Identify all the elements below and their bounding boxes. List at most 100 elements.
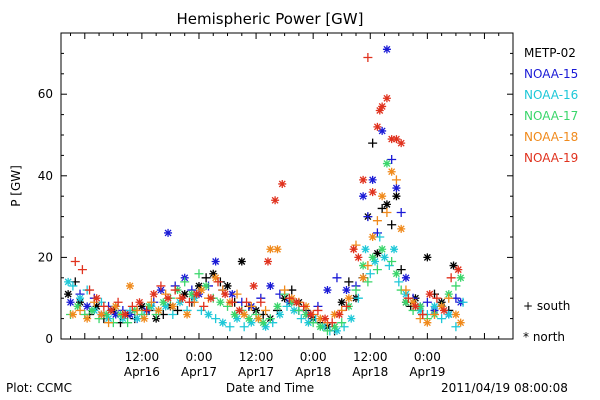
data-point xyxy=(287,298,296,307)
data-point xyxy=(159,298,168,307)
data-point xyxy=(184,297,194,307)
data-point xyxy=(259,318,268,327)
data-point xyxy=(135,298,144,307)
data-point xyxy=(64,290,73,299)
data-point xyxy=(416,302,425,311)
data-point xyxy=(425,290,434,299)
data-point xyxy=(332,326,341,335)
data-point xyxy=(316,314,325,323)
data-point xyxy=(396,208,406,218)
x-tick-date: Apr19 xyxy=(409,365,445,379)
data-point xyxy=(233,314,242,323)
data-point xyxy=(341,301,351,311)
data-point xyxy=(391,175,401,185)
y-axis: 0 20 40 60 xyxy=(38,32,513,346)
data-point xyxy=(330,310,339,319)
data-point xyxy=(149,290,158,299)
data-point xyxy=(361,245,370,254)
data-point xyxy=(201,273,211,283)
data-point xyxy=(75,305,85,315)
data-point xyxy=(387,154,397,164)
data-point xyxy=(237,257,246,266)
data-point xyxy=(183,310,192,319)
data-point xyxy=(437,302,446,311)
data-point xyxy=(423,253,432,262)
data-point xyxy=(437,314,447,324)
data-point xyxy=(142,305,152,315)
data-point xyxy=(387,220,397,230)
data-point xyxy=(197,286,206,295)
data-point xyxy=(223,281,232,290)
data-point xyxy=(94,314,104,324)
data-point xyxy=(332,273,342,283)
data-point xyxy=(387,167,396,176)
x-tick-label: 0:00 xyxy=(186,350,213,364)
data-point xyxy=(401,298,410,307)
legend-entry: NOAA-16 xyxy=(524,88,578,102)
data-point xyxy=(244,314,253,323)
data-point xyxy=(223,301,233,311)
data-point xyxy=(292,298,301,307)
data-point xyxy=(337,305,347,315)
x-tick-label: 12:00 xyxy=(353,350,388,364)
data-point xyxy=(378,192,387,201)
data-point xyxy=(284,293,294,303)
data-point xyxy=(344,277,354,287)
data-point xyxy=(266,245,275,254)
data-point xyxy=(256,297,266,307)
data-point xyxy=(375,106,384,115)
data-point xyxy=(403,293,413,303)
data-point xyxy=(249,281,258,290)
plot-frame xyxy=(60,32,514,340)
data-point xyxy=(368,138,378,148)
data-point xyxy=(156,281,166,291)
data-point xyxy=(194,269,204,279)
data-point xyxy=(164,294,173,303)
plot-source-label: Plot: CCMC xyxy=(6,381,72,395)
data-point xyxy=(458,297,468,307)
data-point xyxy=(111,302,120,311)
data-point xyxy=(409,298,418,307)
data-point xyxy=(273,245,282,254)
legend-entry: METP-02 xyxy=(524,46,576,60)
data-point xyxy=(397,139,406,148)
data-point xyxy=(351,285,361,295)
data-point xyxy=(418,310,428,320)
data-point xyxy=(111,310,120,319)
data-point xyxy=(382,208,392,218)
data-point xyxy=(68,281,78,291)
x-tick-date: Apr18 xyxy=(295,365,331,379)
data-point xyxy=(145,302,154,311)
data-point xyxy=(76,294,85,303)
data-point xyxy=(168,302,177,311)
data-point xyxy=(306,310,315,319)
data-point xyxy=(401,285,411,295)
data-point xyxy=(456,273,465,282)
data-point xyxy=(92,302,101,311)
data-point xyxy=(359,261,368,270)
data-point xyxy=(161,302,170,311)
data-point xyxy=(451,281,461,291)
data-point xyxy=(199,301,209,311)
x-axis: 12:00Apr160:00Apr1712:00Apr170:00Apr1812… xyxy=(70,33,514,379)
marker-legend: + south * north xyxy=(523,299,570,344)
data-point xyxy=(392,135,401,144)
data-point xyxy=(339,322,349,332)
data-point xyxy=(261,322,270,331)
data-point xyxy=(430,302,439,311)
data-point xyxy=(313,305,323,315)
data-point xyxy=(83,302,92,311)
data-point xyxy=(384,261,394,271)
data-point xyxy=(363,261,373,271)
x-tick-date: Apr18 xyxy=(352,365,388,379)
data-points xyxy=(64,45,468,336)
data-point xyxy=(204,310,213,319)
data-point xyxy=(178,294,187,303)
data-point xyxy=(294,305,304,315)
data-point xyxy=(225,322,235,332)
data-point xyxy=(211,273,220,282)
data-point xyxy=(87,306,96,315)
data-point xyxy=(66,298,75,307)
data-point xyxy=(415,314,425,324)
